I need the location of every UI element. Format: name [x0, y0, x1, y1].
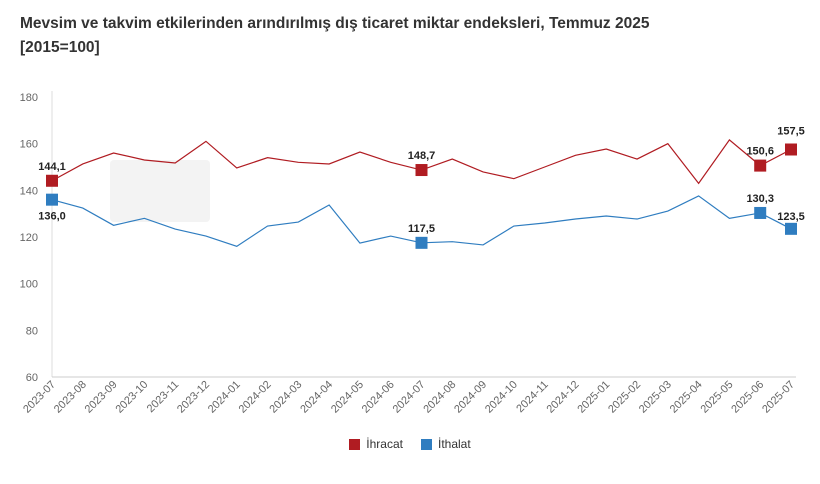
x-tick-label: 2024-03 — [267, 379, 304, 416]
legend-swatch — [349, 438, 361, 450]
title-text: Mevsim ve takvim etkilerinden arındırılm… — [20, 15, 650, 32]
y-tick-label: 80 — [26, 325, 38, 337]
x-tick-label: 2023-08 — [52, 379, 89, 416]
x-tick-label: 2025-04 — [668, 379, 705, 416]
y-tick-label: 100 — [20, 279, 38, 291]
data-marker — [785, 222, 797, 235]
x-tick-label: 2024-11 — [514, 379, 550, 415]
y-tick-label: 60 — [26, 372, 38, 384]
x-tick-label: 2024-08 — [421, 379, 458, 416]
data-marker — [415, 236, 428, 249]
data-label: 123,5 — [777, 211, 805, 223]
x-tick-label: 2024-12 — [545, 379, 582, 416]
x-tick-label: 2024-09 — [452, 379, 489, 416]
y-tick-label: 180 — [20, 92, 38, 104]
x-tick-label: 2024-10 — [483, 379, 520, 416]
data-marker — [46, 193, 58, 206]
x-tick-label: 2023-07 — [21, 379, 58, 416]
data-label: 136,0 — [38, 211, 66, 223]
tooltip-background — [110, 160, 210, 222]
x-tick-label: 2025-03 — [637, 379, 674, 416]
x-tick-label: 2024-07 — [391, 379, 428, 416]
legend-item[interactable]: İthalat — [420, 437, 471, 451]
data-marker — [754, 159, 767, 172]
data-label: 117,5 — [408, 223, 435, 235]
data-marker — [415, 164, 428, 177]
y-tick-label: 160 — [20, 139, 38, 151]
data-label: 157,5 — [777, 126, 805, 138]
legend-swatch — [420, 438, 432, 450]
data-label: 148,7 — [408, 150, 436, 162]
subtitle-text: [2015=100] — [20, 39, 100, 56]
x-tick-label: 2023-09 — [83, 379, 120, 416]
data-label: 130,3 — [746, 193, 774, 205]
x-tick-label: 2025-01 — [575, 379, 612, 416]
data-marker — [785, 143, 797, 156]
x-tick-label: 2023-10 — [113, 379, 150, 416]
data-label: 150,6 — [746, 146, 774, 158]
legend-label: İthalat — [437, 437, 471, 451]
x-tick-label: 2025-06 — [729, 379, 766, 416]
legend: İhracat İthalat — [0, 437, 820, 451]
data-marker — [46, 174, 58, 187]
y-tick-label: 120 — [20, 232, 38, 244]
x-tick-label: 2024-04 — [298, 379, 335, 416]
chart-title: Mevsim ve takvim etkilerinden arındırılm… — [20, 12, 649, 60]
legend-label: İhracat — [366, 437, 403, 451]
x-tick-label: 2024-02 — [237, 379, 274, 416]
data-marker — [754, 206, 767, 219]
y-tick-label: 140 — [20, 185, 38, 197]
x-tick-label: 2024-05 — [329, 379, 366, 416]
legend-item[interactable]: İhracat — [349, 437, 403, 451]
x-tick-label: 2024-06 — [360, 379, 397, 416]
x-tick-label: 2023-12 — [175, 379, 212, 416]
data-label: 144,1 — [38, 161, 66, 173]
x-tick-label: 2025-07 — [760, 379, 797, 416]
x-tick-label: 2023-11 — [145, 379, 181, 415]
x-tick-label: 2025-02 — [606, 379, 643, 416]
x-tick-label: 2024-01 — [206, 379, 243, 416]
x-tick-label: 2025-05 — [699, 379, 736, 416]
